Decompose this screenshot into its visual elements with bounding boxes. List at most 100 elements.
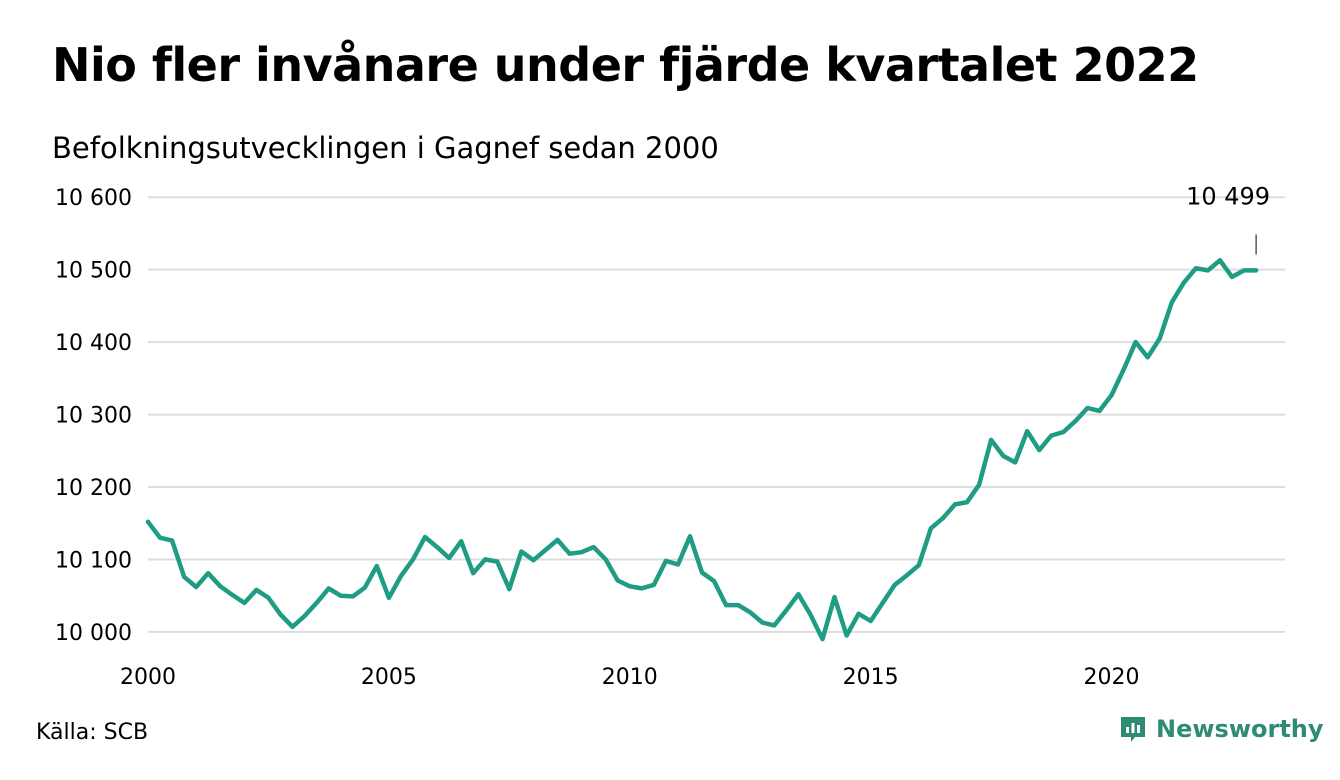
data-point <box>603 557 608 562</box>
data-point <box>194 585 199 589</box>
data-point <box>676 562 680 567</box>
data-point <box>796 592 801 597</box>
x-tick-label: 2015 <box>843 665 899 690</box>
data-point <box>928 526 933 531</box>
data-point <box>1061 430 1066 434</box>
data-point <box>1181 280 1186 285</box>
data-point <box>411 557 415 562</box>
data-point <box>688 534 692 539</box>
x-tick-label: 2020 <box>1084 665 1140 690</box>
line-chart: 10 000 10 100 10 200 10 300 10 400 10 500 10 6… <box>55 182 1285 690</box>
data-point <box>1049 433 1054 438</box>
data-point <box>1169 300 1174 305</box>
data-point <box>182 574 187 579</box>
y-tick-label: 10 500 <box>55 259 132 284</box>
x-axis-ticks: 2000 2005 2010 2015 2020 <box>120 665 1140 690</box>
data-point <box>290 624 295 629</box>
data-point <box>483 557 488 562</box>
data-point <box>700 570 704 575</box>
data-point <box>772 623 777 628</box>
data-point <box>1218 258 1222 263</box>
data-point <box>423 535 427 539</box>
data-point <box>362 585 367 590</box>
data-point <box>1145 355 1150 360</box>
data-point <box>1205 268 1210 273</box>
y-axis-ticks: 10 000 10 100 10 200 10 300 10 400 10 500 10 6… <box>55 186 132 646</box>
chart-title: Nio fler invånare under fjärde kvartalet… <box>52 38 1199 92</box>
data-point <box>302 614 307 618</box>
data-point <box>748 610 753 615</box>
data-point <box>1037 448 1042 453</box>
data-point <box>1097 408 1102 413</box>
y-tick-label: 10 000 <box>55 621 132 646</box>
data-point <box>531 558 536 563</box>
y-tick-label: 10 300 <box>55 404 132 429</box>
data-point <box>1254 268 1259 273</box>
x-tick-label: 2005 <box>361 665 417 690</box>
data-points <box>146 258 1259 642</box>
newsworthy-logo-icon <box>1121 717 1145 742</box>
data-point <box>904 573 909 578</box>
source-note: Källa: SCB <box>36 720 149 745</box>
data-point <box>459 539 464 544</box>
data-point <box>555 537 560 542</box>
data-point <box>880 600 885 605</box>
data-point <box>808 612 813 617</box>
data-point <box>519 549 524 554</box>
data-point <box>1085 406 1090 410</box>
data-point <box>1025 429 1030 434</box>
data-point <box>1230 274 1234 279</box>
data-point <box>1157 336 1162 341</box>
data-point <box>953 502 957 507</box>
data-point <box>832 595 837 600</box>
data-point <box>326 586 331 591</box>
data-point <box>892 582 897 587</box>
y-tick-label: 10 200 <box>55 476 132 501</box>
data-point <box>543 548 548 552</box>
data-point <box>989 437 994 442</box>
data-point <box>507 587 512 592</box>
data-point <box>579 550 584 555</box>
data-point <box>820 637 825 642</box>
data-point <box>1121 367 1126 372</box>
x-tick-label: 2000 <box>120 665 176 690</box>
data-point <box>639 586 644 591</box>
data-point <box>146 519 150 524</box>
data-point <box>736 603 741 608</box>
data-point <box>784 608 789 613</box>
data-point <box>1242 268 1246 273</box>
data-point <box>916 563 921 568</box>
data-point <box>386 595 391 600</box>
data-point <box>495 559 500 564</box>
data-point <box>651 582 656 587</box>
data-point <box>712 579 717 584</box>
data-point <box>724 603 729 608</box>
data-point <box>615 578 620 583</box>
data-point <box>218 584 223 589</box>
data-point <box>398 574 403 579</box>
data-point <box>435 545 440 550</box>
data-point <box>856 611 861 616</box>
data-point <box>760 620 765 625</box>
data-point <box>374 564 379 568</box>
data-point <box>868 619 873 623</box>
data-point <box>627 584 632 589</box>
data-point <box>1013 460 1018 465</box>
data-point <box>1109 393 1114 397</box>
data-point <box>350 594 355 599</box>
data-point <box>977 482 982 487</box>
data-point <box>471 571 476 576</box>
data-point <box>230 592 235 597</box>
newsworthy-logo: Newsworthy <box>1118 714 1324 744</box>
data-point <box>254 587 259 592</box>
y-tick-label: 10 600 <box>55 186 132 211</box>
data-point <box>1133 340 1138 345</box>
data-point <box>447 556 452 560</box>
data-point <box>158 535 162 540</box>
data-point <box>266 595 271 600</box>
data-point <box>940 516 945 521</box>
population-line <box>145 258 1259 642</box>
annotation-label: 10 499 <box>1186 182 1270 210</box>
y-tick-label: 10 400 <box>55 331 132 356</box>
data-point <box>206 571 211 576</box>
